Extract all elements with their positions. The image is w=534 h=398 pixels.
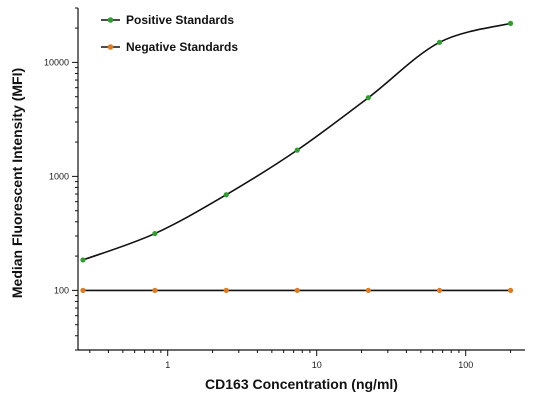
x-tick-label: 10	[312, 360, 322, 370]
legend-label-positive: Positive Standards	[126, 13, 234, 27]
y-ticks: 100 1000 10000	[44, 7, 78, 351]
data-point-series-1	[436, 287, 443, 293]
data-point-series-1	[223, 287, 229, 293]
series-line-0	[82, 22, 511, 261]
data-point-series-0	[507, 20, 514, 26]
x-ticks: 1 10 100	[89, 350, 512, 370]
data-point-series-1	[152, 287, 158, 293]
x-tick-label: 100	[458, 360, 473, 370]
data-point-series-0	[80, 257, 86, 263]
x-axis-title: CD163 Concentration (ng/ml)	[205, 376, 398, 392]
y-tick-label: 100	[54, 285, 69, 295]
legend-marker-positive	[107, 17, 114, 23]
legend-label-negative: Negative Standards	[126, 40, 238, 54]
data-point-series-1	[294, 287, 300, 293]
data-point-series-0	[294, 147, 300, 153]
y-tick-label: 10000	[44, 57, 69, 67]
data-point-series-1	[365, 287, 371, 293]
y-axis-title: Median Fluorescent Intensity (MFI)	[9, 68, 25, 298]
legend-marker-negative	[107, 44, 114, 50]
data-point-series-0	[365, 95, 371, 101]
y-tick-label: 1000	[49, 171, 69, 181]
data-point-series-0	[152, 230, 158, 237]
data-point-series-0	[436, 39, 443, 45]
axes	[77, 8, 525, 351]
data-point-series-1	[80, 287, 86, 293]
legend: Positive Standards Negative Standards	[101, 13, 238, 54]
fit-curves	[82, 22, 511, 292]
x-tick-label: 1	[165, 360, 170, 370]
data-point-series-0	[223, 192, 229, 198]
data-point-series-1	[507, 287, 514, 293]
data-points	[80, 20, 514, 293]
